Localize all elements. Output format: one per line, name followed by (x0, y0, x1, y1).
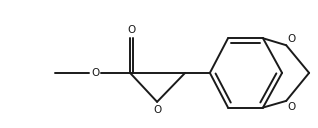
Text: O: O (153, 105, 161, 115)
Text: O: O (288, 103, 296, 113)
Text: O: O (91, 68, 99, 78)
Text: O: O (127, 25, 135, 35)
Text: O: O (288, 34, 296, 44)
